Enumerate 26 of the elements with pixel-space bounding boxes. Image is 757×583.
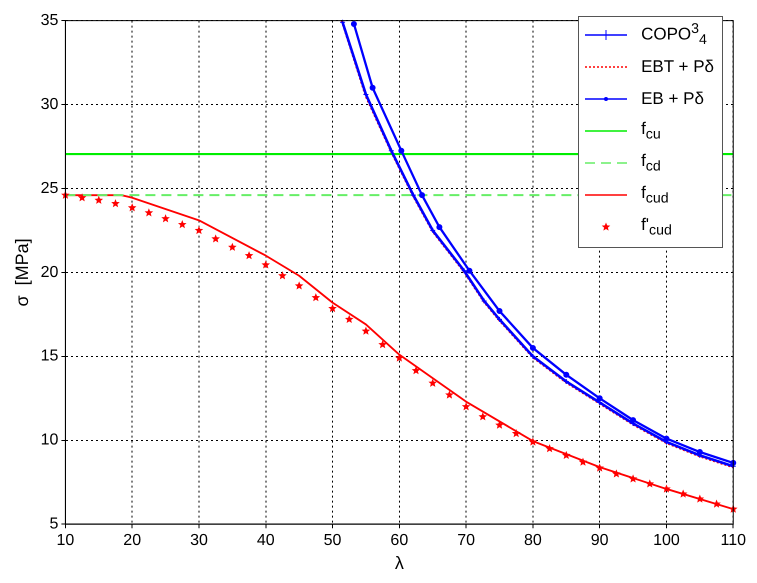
y-tick-label: 20	[40, 264, 58, 281]
legend-label: EB + Pδ	[641, 89, 704, 109]
x-tick-label: 30	[190, 532, 208, 550]
y-tick-label: 5	[49, 516, 58, 533]
x-tick-label: 100	[653, 532, 680, 550]
legend-label: f$_{cd}$	[641, 151, 661, 175]
legend-label: EBT + Pδ	[641, 57, 714, 77]
x-tick-label: 20	[123, 532, 142, 550]
y-axis-title: σ [MPa]	[12, 238, 32, 306]
legend-label: f$_{cud}$	[641, 183, 669, 207]
x-axis-title: λ	[394, 553, 404, 574]
y-tick-label: 10	[40, 432, 58, 449]
x-tick-label: 80	[524, 532, 542, 550]
x-tick-label: 10	[56, 532, 74, 550]
y-tick-label: 25	[40, 180, 58, 197]
legend-label: f$_{cu}$	[641, 119, 661, 143]
x-tick-label: 40	[256, 532, 275, 550]
x-tick-label: 110	[720, 532, 746, 550]
x-tick-label: 60	[390, 532, 408, 550]
y-tick-label: 15	[40, 348, 58, 365]
y-tick-label: 30	[40, 96, 58, 113]
y-tick-label: 35	[40, 12, 58, 30]
x-tick-label: 70	[457, 532, 476, 550]
x-tick-label: 50	[324, 532, 342, 550]
x-tick-label: 90	[590, 532, 609, 550]
legend-label: f'$_{cud}$	[641, 215, 672, 239]
